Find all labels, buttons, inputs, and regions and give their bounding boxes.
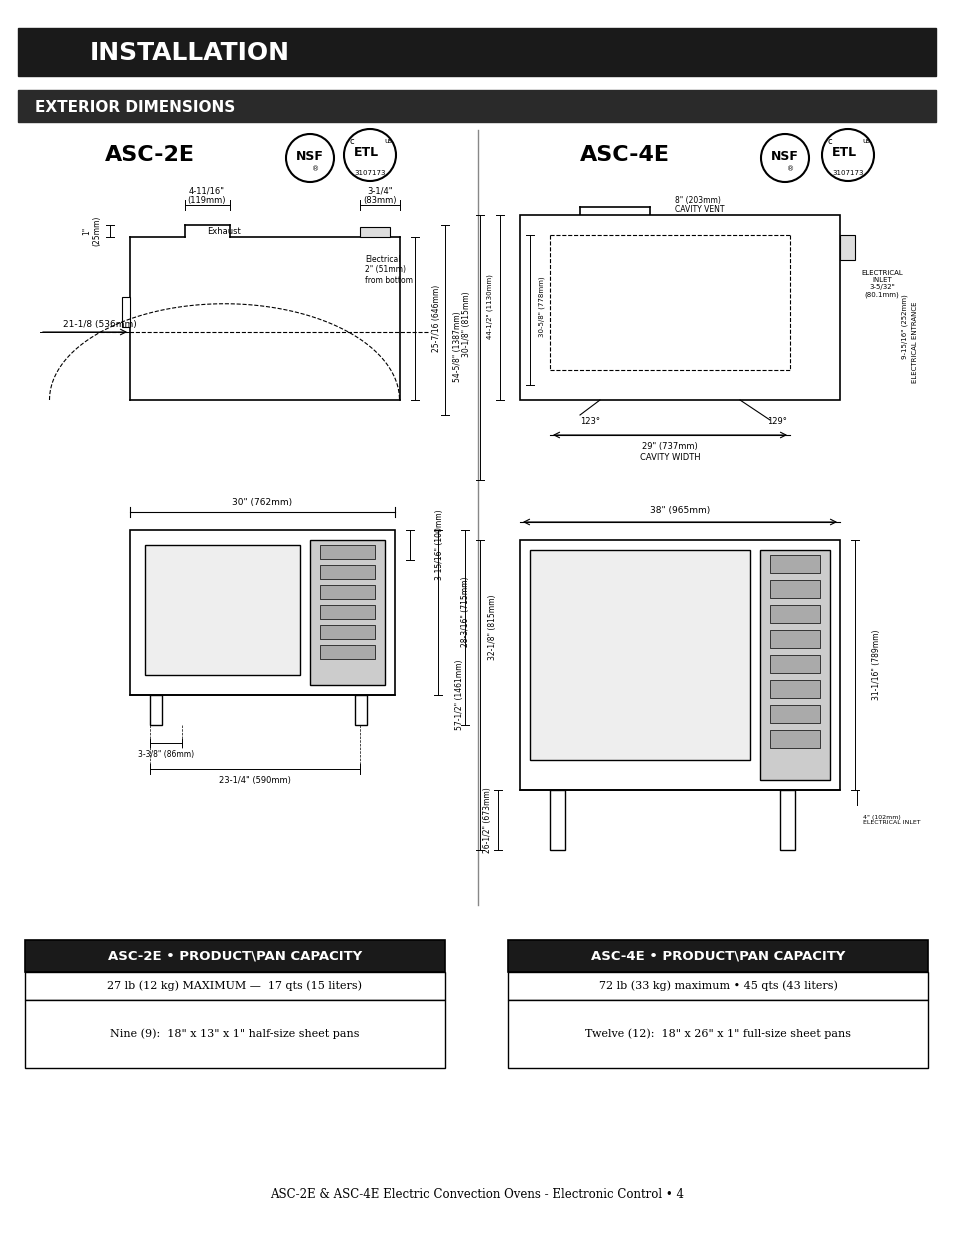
Text: 21-1/8 (536mm): 21-1/8 (536mm) — [63, 320, 136, 329]
Bar — [840, 235, 854, 261]
Text: 30-1/8" (815mm): 30-1/8" (815mm) — [462, 291, 471, 357]
Text: c: c — [350, 137, 354, 146]
Text: 32-1/8" (815mm): 32-1/8" (815mm) — [488, 594, 497, 659]
Bar — [550, 790, 564, 850]
Text: 3-3/8" (86mm): 3-3/8" (86mm) — [138, 751, 193, 760]
Bar — [319, 605, 375, 619]
Text: 57-1/2" (1461mm): 57-1/2" (1461mm) — [455, 659, 464, 730]
Text: ASC-2E: ASC-2E — [105, 144, 194, 165]
Bar — [25, 972, 444, 1000]
Text: us: us — [383, 138, 392, 144]
Text: 4" (102mm)
ELECTRICAL INLET: 4" (102mm) ELECTRICAL INLET — [862, 815, 920, 825]
Text: 129°: 129° — [766, 417, 786, 426]
Bar — [355, 695, 367, 725]
Bar — [530, 550, 749, 760]
Bar — [145, 545, 299, 676]
Text: 1"
(25mm): 1" (25mm) — [82, 216, 102, 246]
Bar — [769, 655, 820, 673]
Text: 29" (737mm): 29" (737mm) — [641, 442, 698, 452]
Bar — [769, 630, 820, 648]
Text: CAVITY VENT: CAVITY VENT — [675, 205, 723, 214]
Bar — [319, 625, 375, 638]
Bar — [507, 1000, 927, 1068]
Bar — [519, 215, 840, 400]
Bar — [769, 605, 820, 622]
Text: INSTALLATION: INSTALLATION — [90, 41, 290, 65]
Bar — [319, 645, 375, 659]
Text: 9-15/16" (252mm): 9-15/16" (252mm) — [901, 295, 907, 359]
Text: Nine (9):  18" x 13" x 1" half-size sheet pans: Nine (9): 18" x 13" x 1" half-size sheet… — [111, 1029, 359, 1040]
Text: 28-3/16" (715mm): 28-3/16" (715mm) — [461, 577, 470, 647]
Bar — [319, 545, 375, 559]
Bar — [130, 530, 395, 695]
Text: ETL: ETL — [353, 147, 378, 159]
Bar — [769, 730, 820, 748]
Text: NSF: NSF — [770, 149, 798, 163]
Bar — [150, 695, 162, 725]
Bar — [769, 580, 820, 598]
Text: ASC-4E: ASC-4E — [579, 144, 669, 165]
Text: 23-1/4" (590mm): 23-1/4" (590mm) — [219, 777, 291, 785]
Text: CAVITY WIDTH: CAVITY WIDTH — [639, 452, 700, 462]
Bar — [507, 940, 927, 972]
Bar — [310, 540, 385, 685]
Text: 3107173: 3107173 — [354, 170, 385, 177]
Bar — [769, 680, 820, 698]
Text: ELECTRICAL
INLET
3-5/32"
(80.1mm): ELECTRICAL INLET 3-5/32" (80.1mm) — [861, 270, 902, 298]
Text: 38" (965mm): 38" (965mm) — [649, 505, 709, 515]
Text: 25-7/16 (646mm): 25-7/16 (646mm) — [432, 284, 441, 352]
Text: (119mm): (119mm) — [188, 195, 226, 205]
Text: 26-1/2" (673mm): 26-1/2" (673mm) — [483, 787, 492, 853]
Text: 30-5/8" (778mm): 30-5/8" (778mm) — [538, 277, 545, 337]
Text: (83mm): (83mm) — [363, 195, 396, 205]
Bar — [319, 585, 375, 599]
Bar — [760, 550, 829, 781]
Bar — [122, 296, 130, 327]
Text: 31-1/16" (789mm): 31-1/16" (789mm) — [872, 630, 881, 700]
Bar — [507, 972, 927, 1000]
Text: 3-15/16" (100mm): 3-15/16" (100mm) — [435, 510, 444, 580]
Text: ®: ® — [786, 165, 793, 172]
Text: 3107173: 3107173 — [831, 170, 862, 177]
Text: 123°: 123° — [579, 417, 599, 426]
Bar — [769, 705, 820, 722]
Text: ETL: ETL — [831, 147, 856, 159]
Text: ASC-4E • PRODUCT\PAN CAPACITY: ASC-4E • PRODUCT\PAN CAPACITY — [590, 950, 844, 962]
Text: Electrical
2" (51mm)
from bottom: Electrical 2" (51mm) from bottom — [365, 254, 413, 285]
Bar — [780, 790, 794, 850]
Text: 54-5/8" (1387mm): 54-5/8" (1387mm) — [453, 311, 462, 383]
Bar — [25, 1000, 444, 1068]
Text: ASC-2E & ASC-4E Electric Convection Ovens - Electronic Control • 4: ASC-2E & ASC-4E Electric Convection Oven… — [270, 1188, 683, 1202]
Text: ELECTRICAL ENTRANCE: ELECTRICAL ENTRANCE — [911, 301, 917, 383]
Text: 72 lb (33 kg) maximum • 45 qts (43 liters): 72 lb (33 kg) maximum • 45 qts (43 liter… — [598, 981, 837, 992]
Text: 4-11/16": 4-11/16" — [189, 186, 225, 195]
Text: 3-1/4": 3-1/4" — [367, 186, 393, 195]
Text: 8" (203mm): 8" (203mm) — [675, 195, 720, 205]
Bar — [319, 564, 375, 579]
Text: EXTERIOR DIMENSIONS: EXTERIOR DIMENSIONS — [35, 100, 235, 115]
Text: c: c — [827, 137, 831, 146]
Text: NSF: NSF — [295, 149, 324, 163]
Bar — [18, 28, 935, 77]
Text: 27 lb (12 kg) MAXIMUM —  17 qts (15 liters): 27 lb (12 kg) MAXIMUM — 17 qts (15 liter… — [108, 981, 362, 992]
Text: ®: ® — [312, 165, 319, 172]
Bar — [18, 90, 935, 122]
Bar — [25, 940, 444, 972]
Text: us: us — [861, 138, 869, 144]
Bar — [769, 555, 820, 573]
Text: 44-1/2" (1130mm): 44-1/2" (1130mm) — [486, 274, 493, 340]
Text: 30" (762mm): 30" (762mm) — [232, 498, 292, 506]
Bar — [359, 227, 390, 237]
Text: ASC-2E • PRODUCT\PAN CAPACITY: ASC-2E • PRODUCT\PAN CAPACITY — [108, 950, 362, 962]
Bar — [519, 540, 840, 790]
Text: Exhaust: Exhaust — [207, 226, 240, 236]
Text: Twelve (12):  18" x 26" x 1" full-size sheet pans: Twelve (12): 18" x 26" x 1" full-size sh… — [584, 1029, 850, 1040]
